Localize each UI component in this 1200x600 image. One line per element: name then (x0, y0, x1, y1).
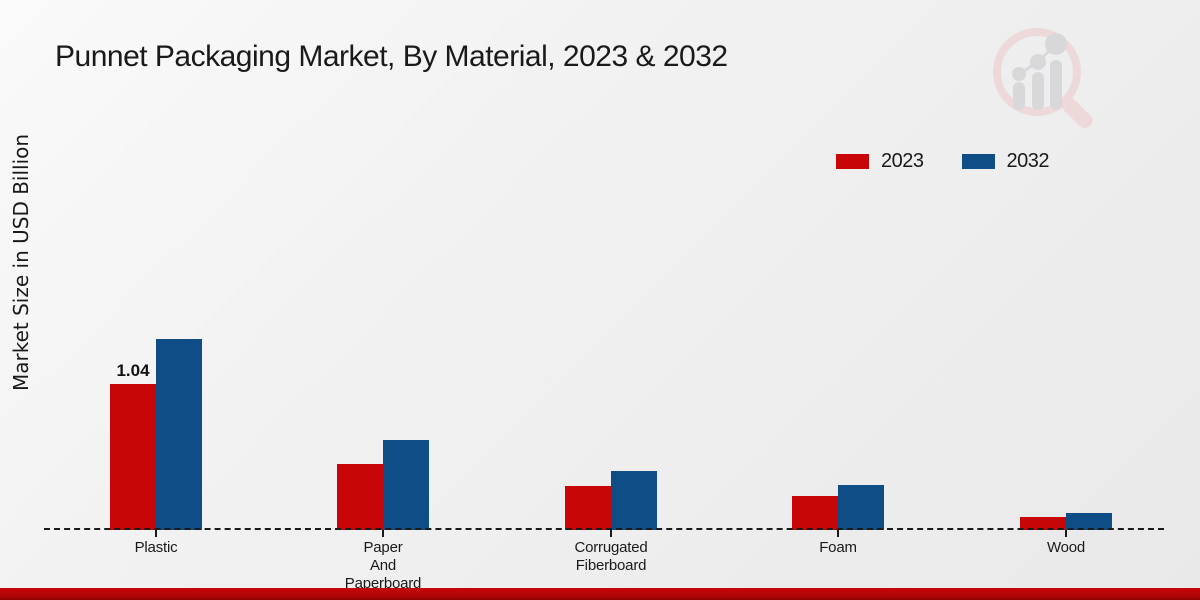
y-axis-label: Market Size in USD Billion (9, 133, 33, 392)
bar-2032-wood (1066, 513, 1112, 530)
bar-2032-paper-and-paperboard (383, 440, 429, 530)
legend-label-2023: 2023 (881, 150, 924, 172)
x-axis-tick (837, 530, 839, 537)
bar-2023-paper-and-paperboard (337, 464, 383, 530)
legend-swatch-2023 (836, 154, 869, 169)
category-label-paper-and-paperboard: Paper And Paperboard (344, 539, 422, 592)
page-title: Punnet Packaging Market, By Material, 20… (55, 40, 728, 73)
category-label-corrugated-fiberboard: Corrugated Fiberboard (574, 539, 648, 574)
category-label-foam: Foam (819, 539, 857, 556)
bar-2023-foam (792, 496, 838, 530)
bar-2023-corrugated-fiberboard (565, 486, 611, 530)
bar-2023-wood (1020, 517, 1066, 530)
legend-item-2032: 2032 (961, 150, 1050, 173)
bottom-red-strip (0, 588, 1200, 600)
x-axis-tick (1065, 530, 1067, 537)
x-axis-tick (155, 530, 157, 537)
bar-2032-plastic (156, 339, 202, 530)
category-label-wood: Wood (1046, 539, 1086, 556)
legend-item-2023: 2023 (836, 150, 924, 173)
bar-2023-plastic (110, 384, 156, 530)
bar-2032-foam (838, 485, 884, 530)
legend-swatch-2032 (961, 154, 995, 169)
category-label-plastic: Plastic (134, 539, 178, 556)
bar-2032-corrugated-fiberboard (611, 471, 657, 530)
x-axis-tick (382, 530, 384, 537)
legend-label-2032: 2032 (1006, 150, 1050, 172)
bar-value-label: 1.04 (116, 361, 150, 380)
x-axis-tick (610, 530, 612, 537)
mrfr-watermark-logo (993, 28, 1093, 129)
legend: 2023 2032 (836, 150, 1049, 173)
x-axis-baseline (44, 528, 1164, 530)
